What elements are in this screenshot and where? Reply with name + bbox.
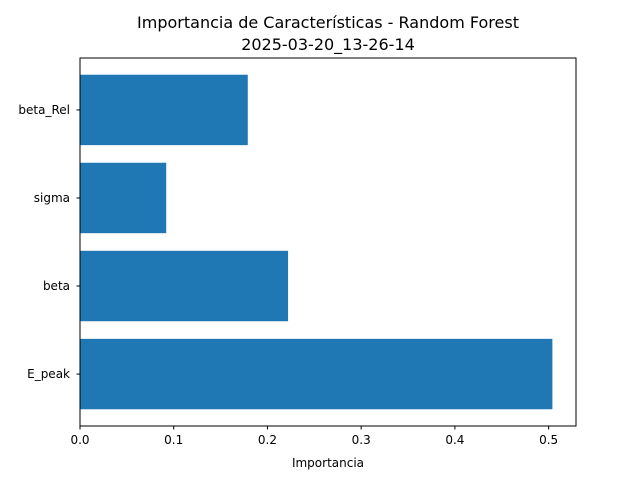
y-axis-ticks: E_peak beta sigma beta_Rel (18, 103, 80, 381)
plot-frame (79, 57, 577, 427)
x-tick-label: 0.0 (70, 433, 89, 447)
x-axis-label: Importancia (292, 456, 364, 470)
x-tick-label: 0.5 (539, 433, 558, 447)
y-tick-label: beta (43, 279, 70, 293)
y-tick-label: E_peak (27, 367, 70, 381)
x-tick-label: 0.2 (258, 433, 277, 447)
bar-sigma (80, 162, 167, 234)
bar-beta-rel (80, 74, 248, 146)
y-tick-label: sigma (34, 191, 70, 205)
chart-subtitle: 2025-03-20_13-26-14 (241, 35, 415, 55)
y-tick-label: beta_Rel (18, 103, 70, 117)
bar-e-peak (80, 338, 553, 410)
bar-beta (80, 250, 289, 322)
x-tick-label: 0.3 (352, 433, 371, 447)
chart-title: Importancia de Características - Random … (137, 13, 519, 32)
x-tick-label: 0.1 (164, 433, 183, 447)
x-tick-label: 0.4 (445, 433, 464, 447)
bar-group (80, 74, 553, 410)
x-axis-ticks: 0.0 0.1 0.2 0.3 0.4 0.5 (70, 426, 558, 447)
